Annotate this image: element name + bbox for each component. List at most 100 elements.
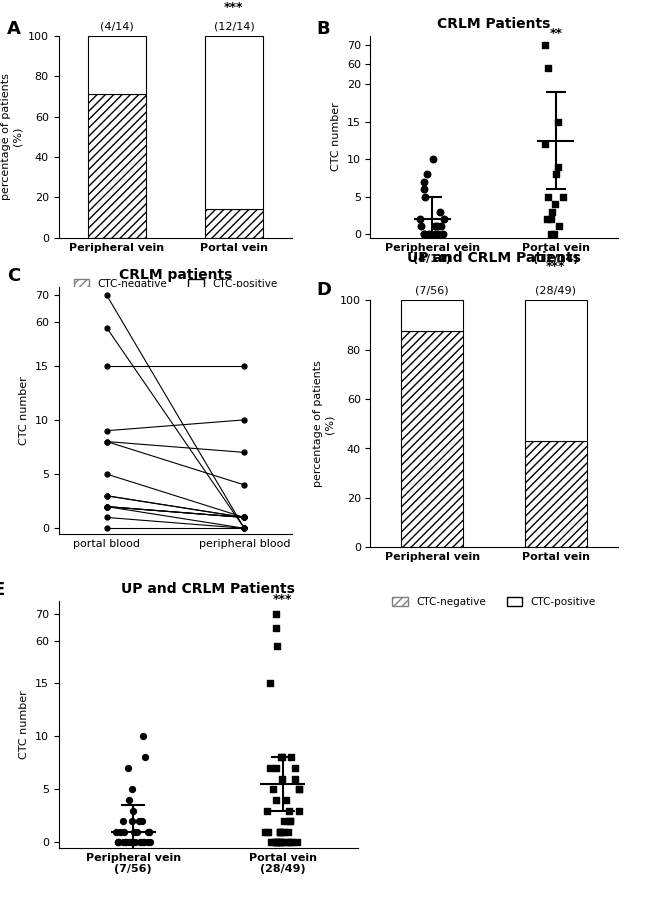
Point (294, 782, 304, 797)
Point (432, 220, 443, 234)
Point (419, 175, 430, 189)
Y-axis label: CTC number: CTC number (19, 690, 29, 759)
Point (276, 750, 287, 764)
Point (263, 824, 273, 839)
Title: CRLM patients: CRLM patients (119, 267, 232, 282)
Point (134, 814, 144, 828)
Y-axis label: CTC number: CTC number (331, 102, 341, 171)
Point (271, 621, 281, 635)
Point (558, 189, 568, 204)
Text: (4/14): (4/14) (100, 22, 134, 31)
Point (540, 38, 550, 52)
Point (139, 835, 150, 849)
Point (277, 750, 287, 764)
Y-axis label: percentage of patients
(%): percentage of patients (%) (313, 361, 334, 487)
Legend: CTC-negative, CTC-positive: CTC-negative, CTC-positive (388, 592, 600, 611)
Bar (525, 441, 586, 547)
Point (272, 639, 282, 653)
Point (132, 824, 142, 839)
Title: CRLM Patients: CRLM Patients (437, 16, 551, 30)
Point (111, 824, 122, 839)
Point (273, 835, 283, 849)
Point (115, 824, 125, 839)
Text: B: B (316, 20, 330, 38)
Point (285, 835, 296, 849)
Bar (401, 300, 463, 331)
Point (551, 167, 562, 181)
Point (265, 761, 275, 775)
Point (129, 835, 140, 849)
Point (424, 227, 434, 241)
Text: D: D (316, 281, 331, 299)
Point (274, 835, 285, 849)
Bar (205, 36, 263, 209)
Point (290, 771, 300, 786)
Point (553, 115, 564, 129)
Point (270, 793, 281, 807)
Text: ***: *** (546, 260, 566, 274)
Point (265, 676, 275, 691)
Point (419, 227, 429, 241)
Point (128, 835, 138, 849)
Point (286, 835, 296, 849)
Y-axis label: percentage of patients
(%): percentage of patients (%) (1, 74, 22, 200)
Point (138, 835, 148, 849)
Point (549, 197, 560, 212)
Point (420, 189, 430, 204)
Point (270, 835, 280, 849)
Point (285, 814, 295, 828)
Title: UP and CRLM Patients: UP and CRLM Patients (407, 250, 581, 265)
Point (274, 824, 285, 839)
Text: (12/14): (12/14) (214, 22, 254, 31)
Legend: CTC-negative, CTC-positive: CTC-negative, CTC-positive (70, 274, 281, 293)
Point (545, 212, 556, 226)
Point (549, 227, 559, 241)
Point (112, 835, 123, 849)
Point (430, 227, 440, 241)
Bar (401, 331, 463, 547)
Point (118, 824, 129, 839)
Point (282, 824, 293, 839)
Point (416, 220, 426, 234)
Point (118, 814, 128, 828)
Bar (88, 93, 146, 238)
Point (120, 835, 131, 849)
Point (126, 835, 136, 849)
Point (290, 761, 300, 775)
Point (428, 152, 438, 167)
Text: ***: *** (224, 1, 244, 13)
Point (439, 212, 449, 226)
Text: (28/49): (28/49) (535, 285, 577, 296)
Point (143, 824, 153, 839)
Point (292, 835, 302, 849)
Text: A: A (7, 20, 21, 38)
Point (271, 835, 281, 849)
Point (272, 835, 283, 849)
Point (124, 793, 134, 807)
Point (266, 835, 276, 849)
Point (138, 729, 148, 744)
Point (127, 782, 138, 797)
Point (541, 212, 552, 226)
Point (145, 835, 155, 849)
Point (547, 205, 558, 219)
Point (137, 814, 148, 828)
Title: UP and CRLM Patients: UP and CRLM Patients (121, 581, 295, 596)
Point (553, 220, 564, 234)
Point (261, 804, 272, 818)
Text: C: C (7, 267, 20, 285)
Point (136, 835, 146, 849)
Point (553, 160, 564, 174)
Text: (7/56): (7/56) (415, 285, 449, 296)
Point (294, 782, 305, 797)
Bar (88, 36, 146, 93)
Point (543, 189, 554, 204)
Point (270, 607, 281, 622)
Point (436, 205, 446, 219)
Y-axis label: CTC number: CTC number (19, 376, 29, 445)
Bar (205, 209, 263, 238)
Point (275, 824, 285, 839)
Point (294, 804, 304, 818)
Point (120, 835, 130, 849)
Point (283, 835, 294, 849)
